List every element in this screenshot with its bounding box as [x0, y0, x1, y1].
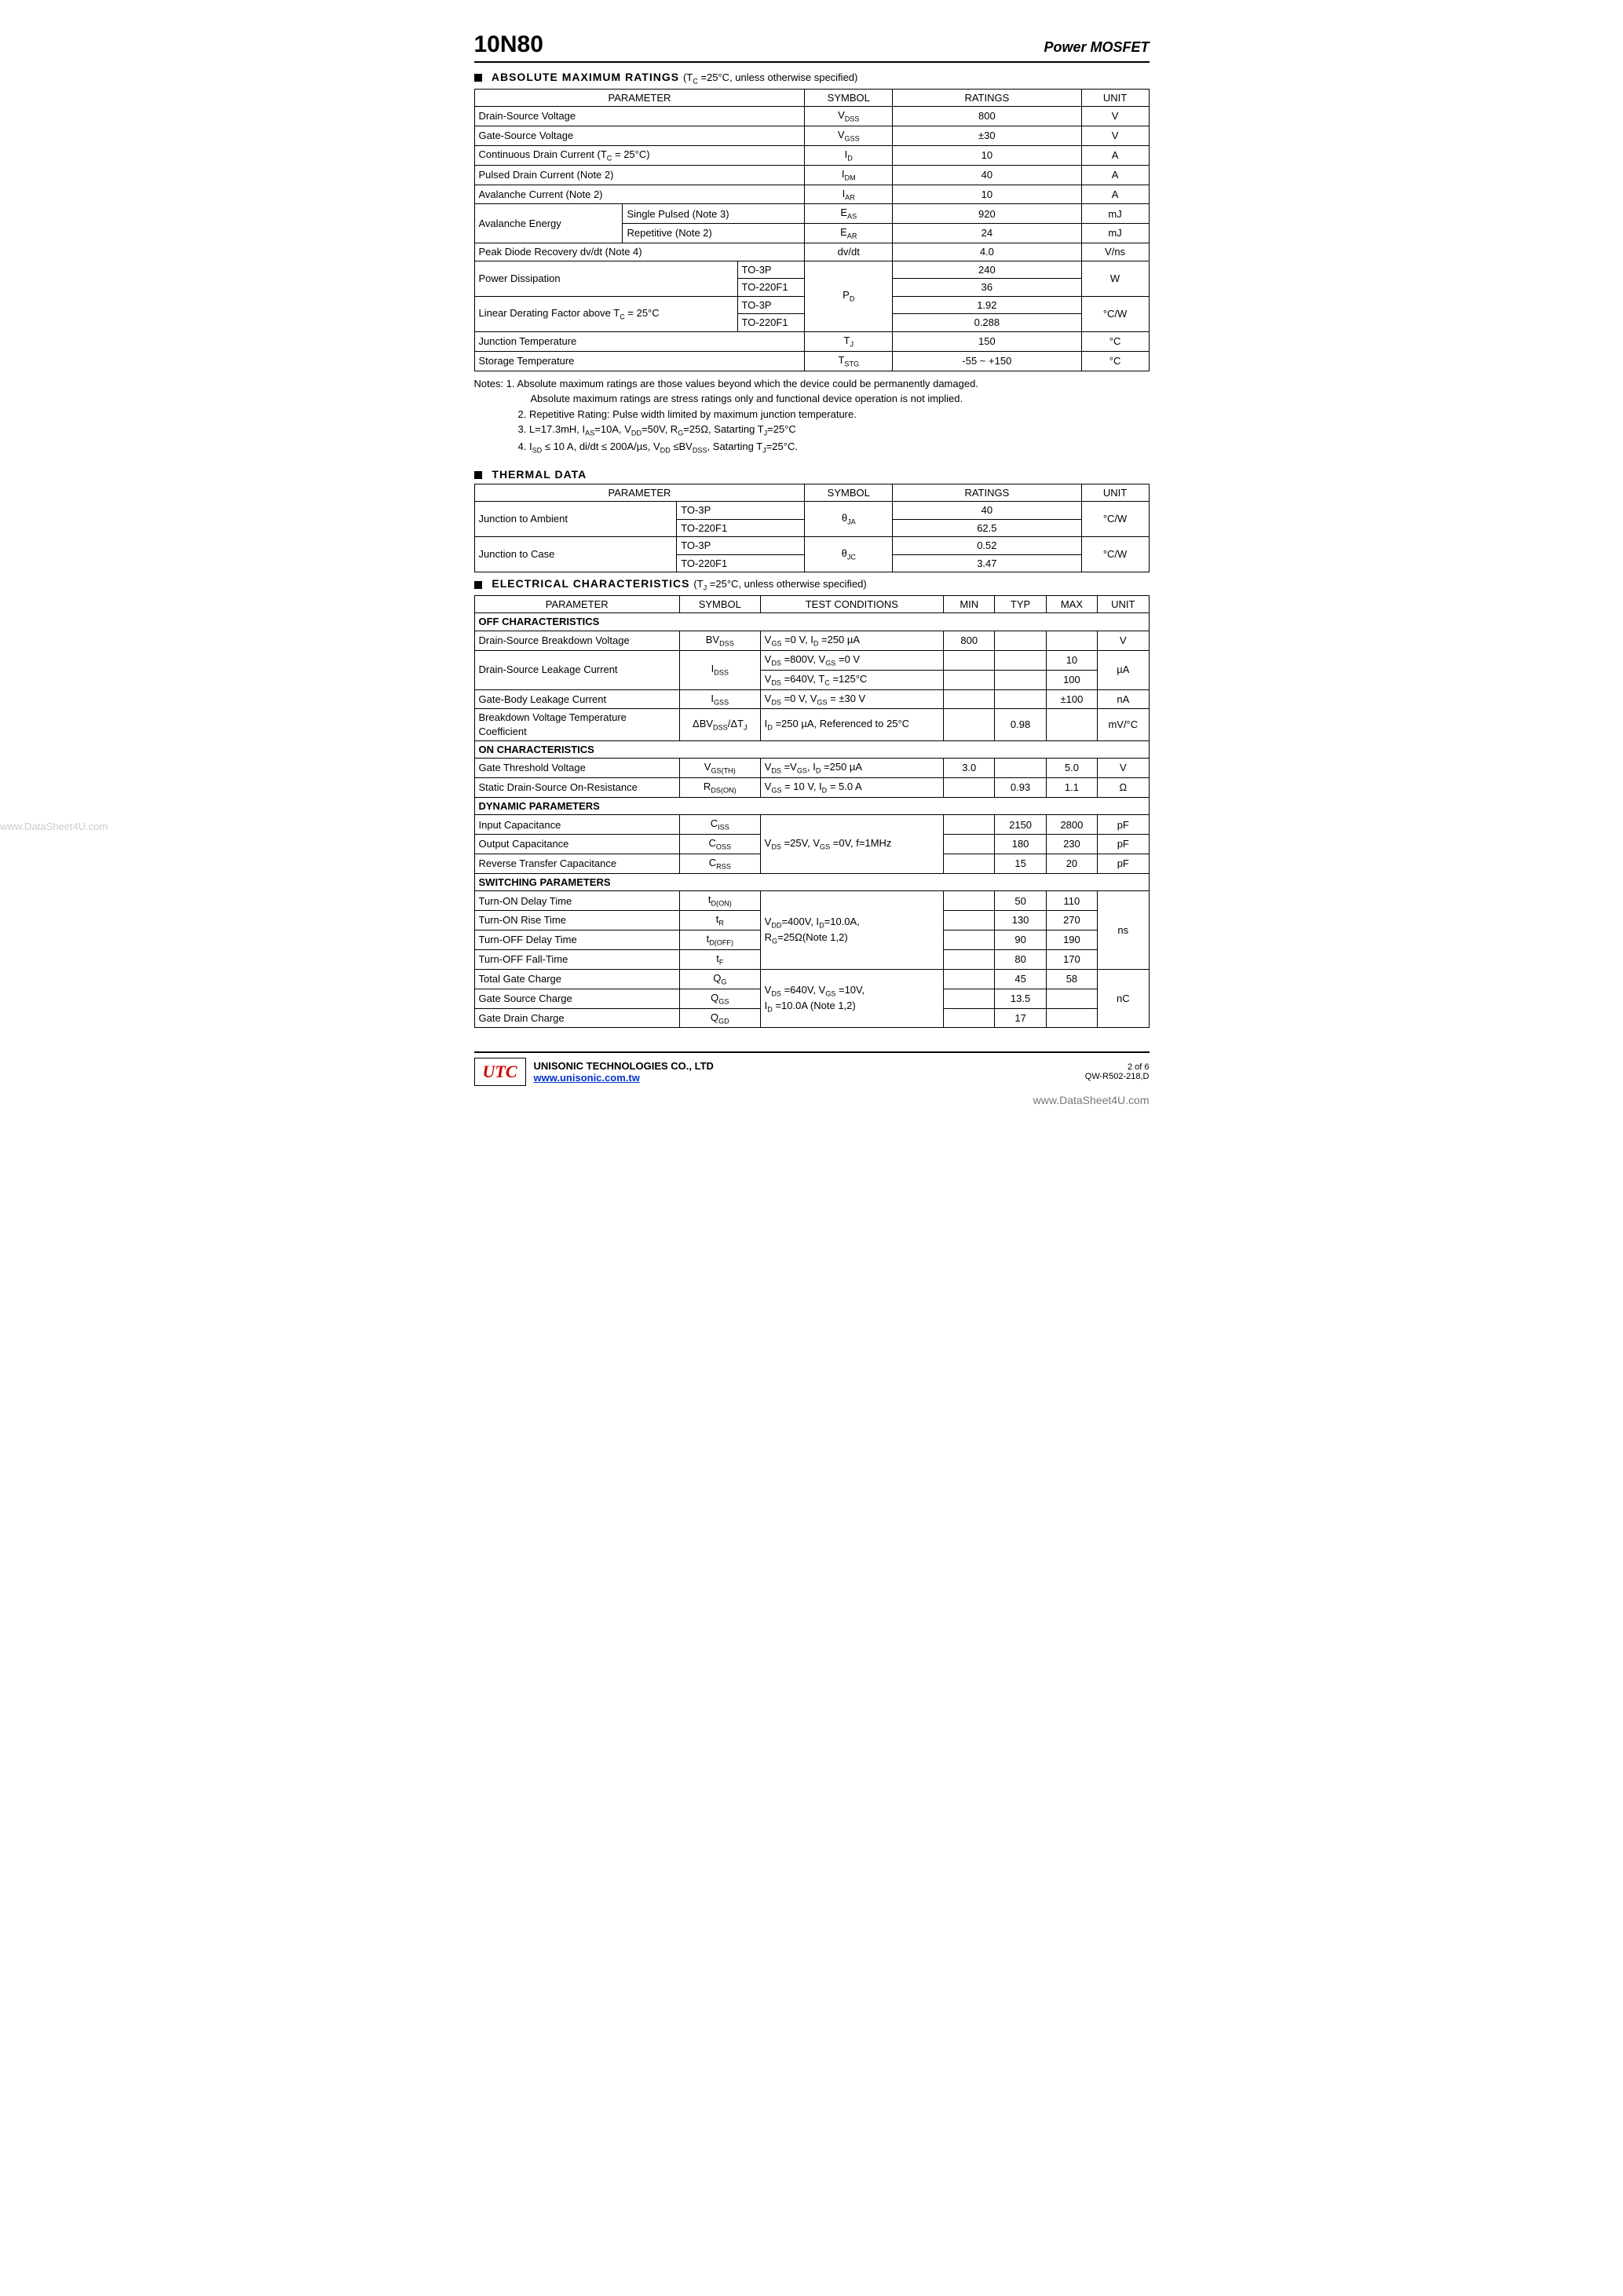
thermal-title-text: THERMAL DATA [492, 468, 587, 481]
abs-notes: Notes: 1. Absolute maximum ratings are t… [474, 376, 1150, 457]
header-bar: 10N80 Power MOSFET [474, 31, 1150, 63]
product-type: Power MOSFET [1044, 39, 1149, 56]
abs-ratings-table: PARAMETER SYMBOL RATINGS UNIT Drain-Sour… [474, 89, 1150, 371]
table-row: Turn-ON Delay TimetD(ON)VDD=400V, ID=10.… [474, 891, 1149, 911]
col-unit: UNIT [1081, 89, 1149, 107]
table-header-row: PARAMETER SYMBOL TEST CONDITIONS MIN TYP… [474, 595, 1149, 613]
page-number: 2 of 6 [1085, 1062, 1150, 1072]
elec-condition: (TJ =25°C, unless otherwise specified) [693, 578, 866, 590]
square-bullet-icon [474, 471, 482, 479]
company-url-link[interactable]: www.unisonic.com.tw [534, 1072, 640, 1084]
table-row: Static Drain-Source On-ResistanceRDS(ON)… [474, 777, 1149, 797]
table-row: Gate-Body Leakage CurrentIGSSVDS =0 V, V… [474, 689, 1149, 709]
col-ratings: RATINGS [893, 89, 1082, 107]
note-line: 2. Repetitive Rating: Pulse width limite… [474, 407, 1150, 422]
note-line: 3. L=17.3mH, IAS=10A, VDD=50V, RG=25Ω, S… [474, 422, 1150, 439]
table-row: Storage TemperatureTSTG-55 ~ +150°C [474, 351, 1149, 371]
thermal-title: THERMAL DATA [474, 468, 1150, 481]
table-row: Gate-Source VoltageVGSS±30V [474, 126, 1149, 146]
table-row: Junction to Case TO-3P θJC 0.52 °C/W [474, 537, 1149, 555]
elec-table: PARAMETER SYMBOL TEST CONDITIONS MIN TYP… [474, 595, 1150, 1029]
side-watermark: www.DataSheet4U.com [0, 821, 108, 832]
elec-title: ELECTRICAL CHARACTERISTICS (TJ =25°C, un… [474, 577, 1150, 592]
utc-logo-icon: UTC [474, 1058, 526, 1086]
doc-id: QW-R502-218,D [1085, 1072, 1150, 1081]
table-header-row: PARAMETER SYMBOL RATINGS UNIT [474, 484, 1149, 502]
table-row: Breakdown Voltage Temperature Coefficien… [474, 709, 1149, 740]
footer-text: UNISONIC TECHNOLOGIES CO., LTD www.uniso… [534, 1060, 714, 1084]
abs-title-text: ABSOLUTE MAXIMUM RATINGS [492, 71, 679, 83]
abs-condition: (TC =25°C, unless otherwise specified) [683, 71, 857, 83]
note-line: Notes: 1. Absolute maximum ratings are t… [474, 376, 1150, 392]
table-row: Gate Threshold VoltageVGS(TH)VDS =VGS, I… [474, 759, 1149, 778]
abs-title: ABSOLUTE MAXIMUM RATINGS (TC =25°C, unle… [474, 71, 1150, 86]
table-row: Pulsed Drain Current (Note 2)IDM40A [474, 165, 1149, 185]
note-line: 4. ISD ≤ 10 A, di/dt ≤ 200A/µs, VDD ≤BVD… [474, 439, 1150, 456]
part-number: 10N80 [474, 31, 543, 58]
table-row: Continuous Drain Current (TC = 25°C)ID10… [474, 145, 1149, 165]
group-heading: ON CHARACTERISTICS [474, 740, 1149, 759]
square-bullet-icon [474, 74, 482, 82]
table-row: Junction TemperatureTJ150°C [474, 331, 1149, 351]
group-heading: SWITCHING PARAMETERS [474, 873, 1149, 891]
thermal-table: PARAMETER SYMBOL RATINGS UNIT Junction t… [474, 484, 1150, 573]
group-heading: OFF CHARACTERISTICS [474, 613, 1149, 631]
elec-title-text: ELECTRICAL CHARACTERISTICS [492, 577, 689, 590]
table-row: Avalanche Current (Note 2)IAR10A [474, 185, 1149, 204]
company-name: UNISONIC TECHNOLOGIES CO., LTD [534, 1060, 714, 1072]
footer-left: UTC UNISONIC TECHNOLOGIES CO., LTD www.u… [474, 1058, 714, 1086]
table-row: Input CapacitanceCISSVDS =25V, VGS =0V, … [474, 815, 1149, 835]
table-row: Avalanche Energy Single Pulsed (Note 3) … [474, 204, 1149, 224]
square-bullet-icon [474, 581, 482, 589]
table-row: Power Dissipation TO-3P PD 240 W [474, 261, 1149, 279]
footer-right: 2 of 6 QW-R502-218,D [1085, 1062, 1150, 1081]
table-row: Drain-Source Leakage Current IDSS VDS =8… [474, 650, 1149, 670]
col-parameter: PARAMETER [474, 89, 805, 107]
table-header-row: PARAMETER SYMBOL RATINGS UNIT [474, 89, 1149, 107]
table-row: Drain-Source VoltageVDSS800V [474, 107, 1149, 126]
table-row: Drain-Source Breakdown VoltageBVDSSVGS =… [474, 631, 1149, 651]
table-row: Junction to Ambient TO-3P θJA 40 °C/W [474, 502, 1149, 520]
col-symbol: SYMBOL [805, 89, 893, 107]
table-row: Total Gate ChargeQGVDS =640V, VGS =10V,I… [474, 969, 1149, 989]
footer: UTC UNISONIC TECHNOLOGIES CO., LTD www.u… [474, 1051, 1150, 1086]
group-heading: DYNAMIC PARAMETERS [474, 797, 1149, 815]
table-row: Peak Diode Recovery dv/dt (Note 4)dv/dt4… [474, 243, 1149, 261]
watermark-bottom: www.DataSheet4U.com [474, 1094, 1150, 1106]
note-line: Absolute maximum ratings are stress rati… [474, 391, 1150, 407]
